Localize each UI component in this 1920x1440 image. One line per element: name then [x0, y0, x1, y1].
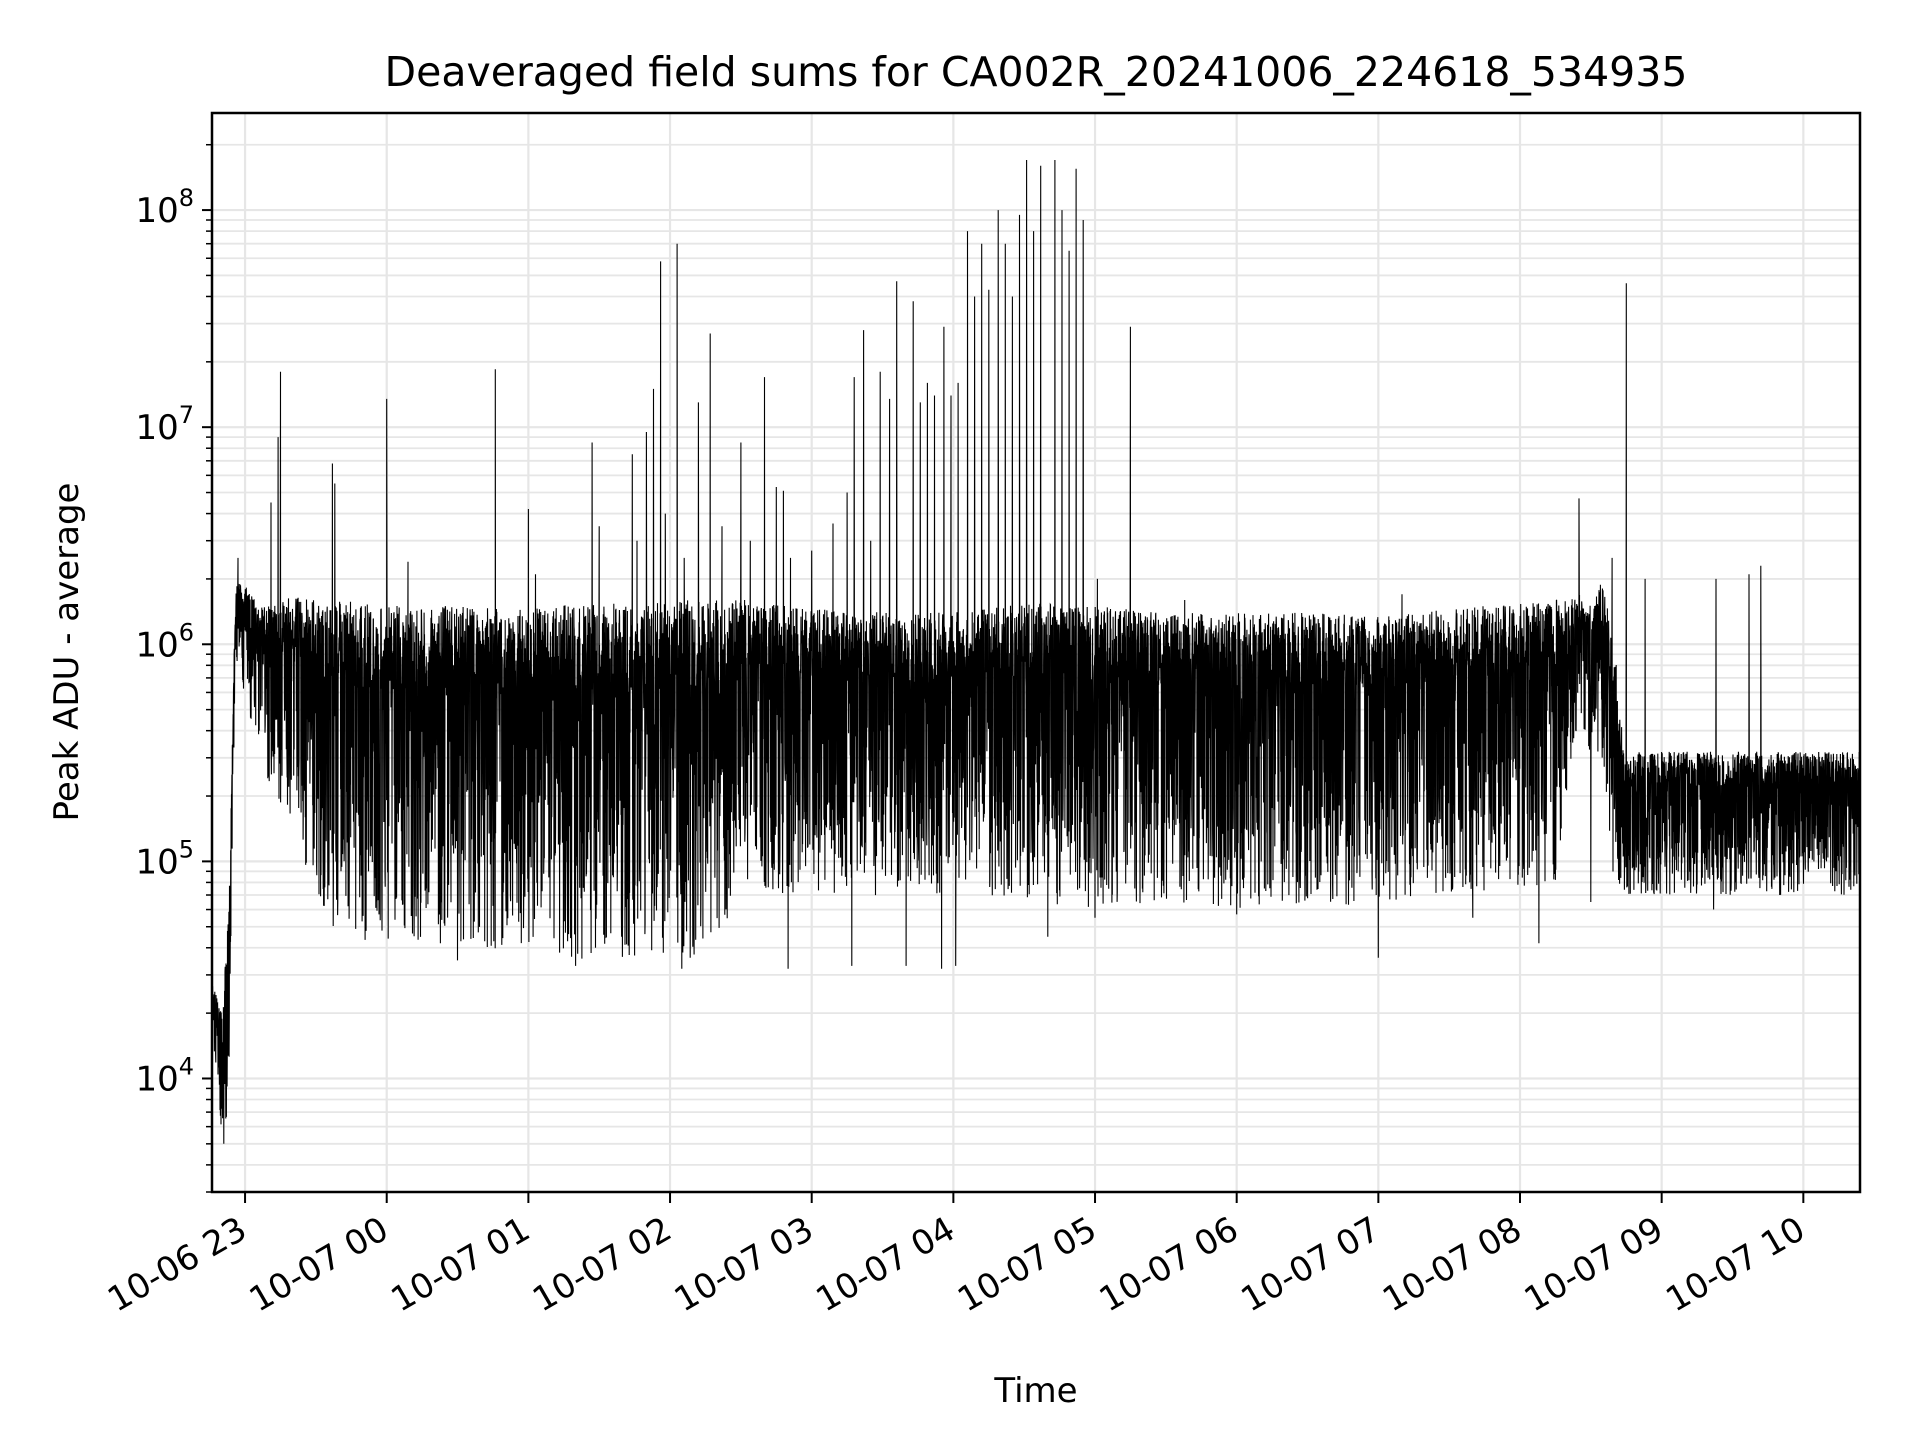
- series-line: [211, 159, 1861, 1144]
- y-tick-label-exponent: 7: [179, 401, 194, 429]
- y-tick-label-base: 10: [135, 191, 178, 231]
- y-axis-label: Peak ADU - average: [47, 483, 87, 822]
- y-tick-label-exponent: 6: [179, 618, 194, 646]
- x-axis-label: Time: [993, 1371, 1077, 1411]
- y-tick-label: 106: [135, 618, 194, 665]
- plot-frame: [210, 111, 1862, 1194]
- y-tick-label-exponent: 5: [179, 835, 194, 863]
- chart-title: Deaveraged field sums for CA002R_2024100…: [385, 48, 1688, 96]
- y-tick-label: 108: [135, 184, 194, 231]
- y-tick-label-base: 10: [135, 1059, 178, 1099]
- y-tick-label-exponent: 4: [179, 1052, 194, 1080]
- y-tick-label-base: 10: [135, 408, 178, 448]
- y-tick-label-exponent: 8: [179, 184, 194, 212]
- y-tick-label-base: 10: [135, 842, 178, 882]
- y-tick-label: 107: [135, 401, 194, 448]
- y-tick-label-base: 10: [135, 625, 178, 665]
- y-tick-label: 104: [135, 1052, 194, 1099]
- y-tick-label: 105: [135, 835, 194, 882]
- data-series-line: [211, 159, 1861, 1144]
